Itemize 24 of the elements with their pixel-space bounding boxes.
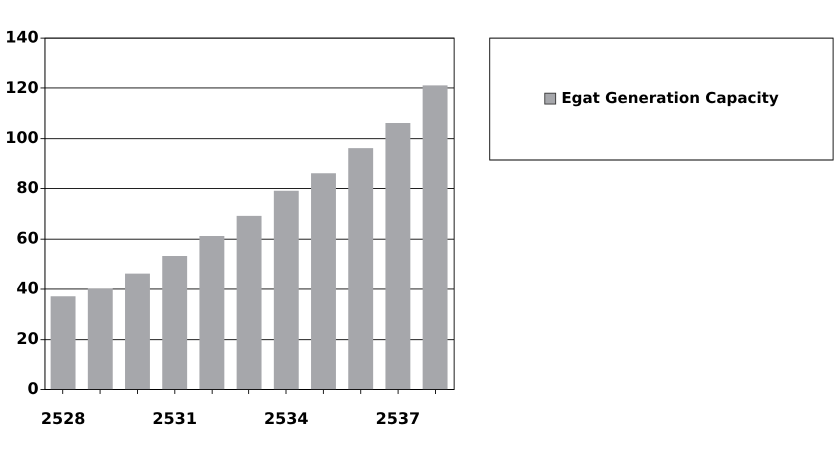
y-tick-label: 140 xyxy=(5,28,39,47)
x-tick-label: 2534 xyxy=(264,409,309,428)
y-tick-label: 80 xyxy=(16,178,39,198)
bar xyxy=(385,123,410,390)
x-tick-label: 2531 xyxy=(152,409,197,428)
y-tick-label: 0 xyxy=(28,378,39,398)
bar xyxy=(236,216,262,390)
y-tick-label: 60 xyxy=(16,228,39,248)
y-tick-label: 40 xyxy=(16,278,39,298)
x-tick-label: 2528 xyxy=(40,409,86,428)
y-tick-label: 20 xyxy=(16,328,39,348)
bar xyxy=(311,173,336,390)
bar xyxy=(125,274,150,390)
bar xyxy=(88,288,113,390)
y-tick-label: 120 xyxy=(5,78,39,97)
bar xyxy=(422,85,448,390)
bar xyxy=(348,148,374,390)
legend-label: Egat Generation Capacity xyxy=(561,89,779,108)
bar xyxy=(274,190,299,390)
bar xyxy=(50,296,76,390)
y-tick-label: 100 xyxy=(5,128,39,147)
bar xyxy=(162,256,188,390)
x-tick-label: 2537 xyxy=(376,409,420,428)
bar xyxy=(199,236,224,390)
